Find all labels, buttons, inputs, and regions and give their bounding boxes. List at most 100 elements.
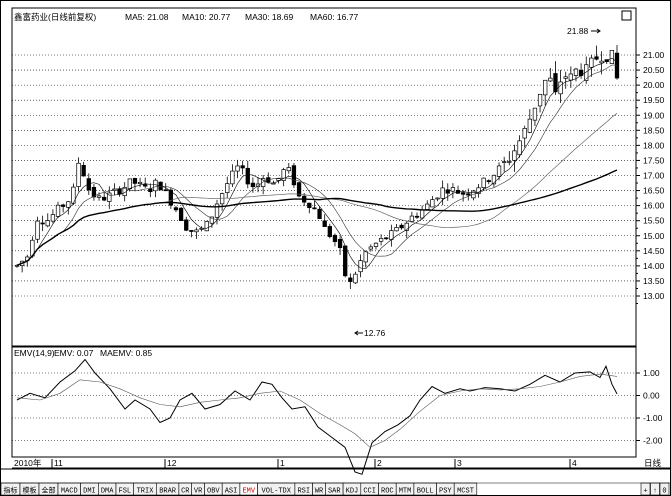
emv-panel-border [11,346,637,458]
tab-label: 全部 [42,486,56,496]
candle-up [378,238,384,242]
candle-up [368,246,373,250]
control-label: + [643,488,647,496]
tab-label: BOLL [417,488,434,496]
ma60-line [16,169,618,266]
candle-down [445,189,450,194]
candle-up [373,242,379,247]
period-label: 日线 [644,458,662,468]
price-axis-labels: 21.00 20.50 20.00 19.50 19.00 18.50 18.00 17.50… [636,50,665,305]
candle-up [568,73,573,81]
candle-up [281,169,286,181]
tab-brar[interactable]: BRAR [156,482,180,496]
tab-cci[interactable]: CCI [360,482,379,496]
tab-roc[interactable]: ROC [378,482,397,496]
ma60-value: MA60: 16.77 [310,12,358,22]
candle-down [312,207,317,210]
tab-control-1[interactable]: ↑ [650,482,660,496]
tab-sar[interactable]: SAR [325,482,344,496]
tab-obv[interactable]: OBV [204,482,223,496]
tab-label: ASI [225,488,238,496]
candle-down [250,182,256,188]
candle-down [86,178,91,191]
tab-label: VR [194,488,203,496]
candle-down [414,215,420,218]
candle-down [466,193,471,196]
panel-corner-button[interactable] [621,10,632,21]
candle-down [240,165,245,169]
candle-up [107,192,112,202]
candle-up [55,204,61,217]
candle-down [553,73,558,93]
candle-up [548,77,553,82]
emv-gridlines [12,372,636,441]
price-panel[interactable]: 21.00 20.50 20.00 19.50 19.00 18.50 18.00 17.50… [11,7,665,347]
maemv-line [16,373,618,448]
candle-down [168,189,173,206]
candle-up [404,222,409,231]
candle-down [348,277,353,282]
tab-kdj[interactable]: KDJ [342,482,362,496]
candle-up [496,165,502,177]
tab-模板[interactable]: 模板 [19,482,40,496]
tab-指标[interactable]: 指标 [0,482,21,496]
tab-macd[interactable]: MACD [57,482,81,496]
candle-up [537,93,543,107]
candle-up [573,68,579,76]
candle-down [245,167,250,185]
price-label: 18.50 [643,125,665,135]
tab-boll[interactable]: BOLL [413,482,437,496]
tab-psy[interactable]: PSY [436,482,455,496]
tab-vr[interactable]: VR [191,482,205,496]
price-label: 17.50 [643,155,665,165]
tab-trix[interactable]: TRIX [133,482,157,496]
corner-button-icon[interactable] [621,10,632,21]
candle-up [502,161,507,163]
tab-cr[interactable]: CR [178,482,192,496]
tab-label: 模板 [23,486,37,496]
tab-mcst[interactable]: MCST [453,482,478,496]
tab-emv[interactable]: EMV [239,482,258,496]
indicator-tab-bar[interactable]: 指标 模板 全部 MACD DMI DMA FSL TRIX BRAR CR VR OBV ASI EMV… [0,468,671,496]
candle-up [261,178,266,187]
candle-up [35,220,40,240]
tab-label: TRIX [137,488,155,496]
candle-up [558,81,563,95]
candle-down [327,226,332,237]
date-axis: 2010年 11 12 1 2 3 4 日线 [12,458,671,469]
tab-control-2[interactable]: 0 [659,482,670,496]
tab-asi[interactable]: ASI [221,482,241,496]
price-label: 20.50 [643,65,665,75]
tab-全部[interactable]: 全部 [38,482,59,496]
price-label: 16.50 [643,186,665,196]
candle-up [512,150,517,161]
tab-wr[interactable]: WR [312,482,326,496]
control-label: 0 [662,488,666,496]
tab-control-0[interactable]: + [640,482,651,496]
tab-fsl[interactable]: FSL [115,482,135,496]
price-label: 17.00 [643,171,665,181]
control-label: ↑ [653,488,657,496]
candle-down [594,56,599,60]
ma5-line [16,57,618,270]
tab-vol-tdx[interactable]: VOL-TDX [257,482,296,496]
price-label: 19.50 [643,95,665,105]
candle-down [143,184,148,187]
date-mark-label: 3 [457,458,462,468]
candle-up [543,79,548,96]
tab-dma[interactable]: DMA [98,482,117,496]
price-label: 19.00 [643,110,665,120]
candle-up [235,165,240,172]
tab-label: MACD [61,488,78,496]
emv-lines [16,358,618,475]
tab-rsi[interactable]: RSI [294,482,313,496]
tab-mtm[interactable]: MTM [395,482,415,496]
emv-panel[interactable]: 1.00 0.00 -1.00 -2.00 EMV(14,9) EMV: 0.07 M… [11,346,663,475]
candle-down [332,234,338,242]
candle-down [178,207,184,221]
candle-up [409,215,415,222]
candle-up [209,216,215,224]
date-mark-label: 2 [377,458,382,468]
tab-dmi[interactable]: DMI [80,482,99,496]
candle-up [286,167,291,172]
